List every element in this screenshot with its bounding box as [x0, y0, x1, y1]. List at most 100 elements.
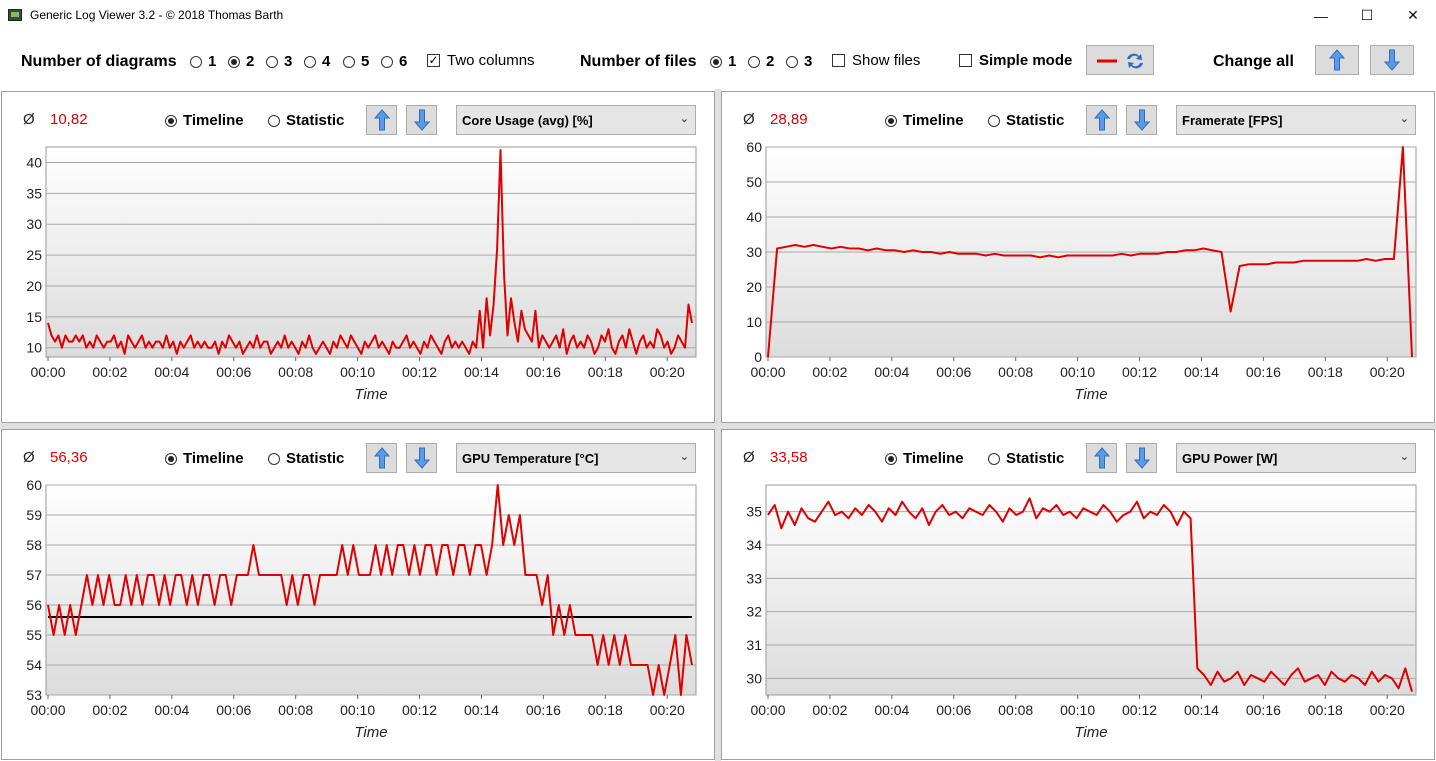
radio-dot — [165, 114, 177, 127]
x-tick-label: 00:00 — [30, 364, 65, 380]
move-up-button[interactable] — [366, 443, 397, 473]
diagram-panel: Ø 28,89 Timeline Statistic Framerate [FP… — [721, 91, 1435, 423]
minimize-button[interactable]: — — [1314, 7, 1328, 24]
x-tick-label: 00:20 — [1370, 364, 1405, 380]
x-tick-label: 00:16 — [1246, 702, 1281, 718]
window-title: Generic Log Viewer 3.2 - © 2018 Thomas B… — [30, 8, 284, 22]
average-symbol: Ø — [23, 449, 35, 466]
series-line — [47, 149, 693, 355]
y-tick-label: 32 — [746, 604, 762, 620]
files-radio-3[interactable]: 3 — [786, 53, 812, 70]
series-line — [47, 484, 693, 696]
line-color-button[interactable] — [1086, 45, 1154, 75]
metric-select[interactable]: GPU Power [W] ⌄ — [1176, 443, 1416, 473]
diagram-panel: Ø 33,58 Timeline Statistic GPU Power [W]… — [721, 429, 1435, 760]
plot-background — [765, 484, 1417, 696]
move-down-button[interactable] — [1126, 443, 1157, 473]
diagrams-radio-4[interactable]: 4 — [304, 53, 330, 70]
radio-dot — [304, 55, 316, 68]
x-tick-label: 00:04 — [874, 364, 909, 380]
timeline-radio[interactable]: Timeline — [165, 112, 244, 129]
x-axis-label: Time — [1074, 386, 1107, 403]
toolbar: Number of diagrams 1 2 3 4 5 6 ✓ Two colu… — [0, 31, 1436, 89]
y-tick-label: 30 — [746, 670, 762, 686]
y-tick-label: 20 — [746, 279, 762, 295]
change-all-label: Change all — [1213, 53, 1294, 70]
radio-dot — [748, 55, 760, 68]
x-tick-label: 00:18 — [588, 364, 623, 380]
statistic-radio[interactable]: Statistic — [268, 450, 344, 467]
radio-dot — [266, 55, 278, 68]
horizontal-splitter[interactable] — [0, 423, 1436, 429]
statistic-radio[interactable]: Statistic — [988, 112, 1064, 129]
x-tick-label: 00:14 — [464, 702, 499, 718]
simple-mode-checkbox[interactable]: Simple mode — [959, 52, 1072, 69]
radio-dot — [228, 55, 240, 68]
y-tick-label: 35 — [746, 504, 762, 520]
radio-dot — [381, 55, 393, 68]
x-tick-label: 00:06 — [216, 364, 251, 380]
x-tick-label: 00:08 — [998, 364, 1033, 380]
x-tick-label: 00:04 — [874, 702, 909, 718]
y-tick-label: 59 — [26, 507, 42, 523]
metric-select[interactable]: Framerate [FPS] ⌄ — [1176, 105, 1416, 135]
diagrams-radio-1[interactable]: 1 — [190, 53, 216, 70]
checkbox-box — [959, 54, 972, 67]
radio-dot — [786, 55, 798, 68]
files-radio-1[interactable]: 1 — [710, 53, 736, 70]
y-tick-label: 25 — [26, 247, 42, 263]
arrow-down-icon — [413, 447, 430, 469]
timeline-radio[interactable]: Timeline — [885, 450, 964, 467]
close-button[interactable]: ✕ — [1407, 7, 1419, 23]
change-all-up-button[interactable] — [1315, 45, 1359, 75]
diagrams-radio-3[interactable]: 3 — [266, 53, 292, 70]
chart-area: 30 31 32 33 34 35 00:00 00:02 00:04 00:06 00:08 00:… — [746, 484, 1417, 741]
metric-select-value: Core Usage (avg) [%] — [462, 113, 593, 128]
statistic-radio[interactable]: Statistic — [268, 112, 344, 129]
x-tick-label: 00:14 — [1184, 364, 1219, 380]
app-icon — [8, 9, 22, 21]
x-tick-label: 00:20 — [650, 702, 685, 718]
move-down-button[interactable] — [406, 105, 437, 135]
files-radio-2[interactable]: 2 — [748, 53, 774, 70]
maximize-button[interactable]: ☐ — [1360, 7, 1374, 23]
move-down-button[interactable] — [406, 443, 437, 473]
average-symbol: Ø — [743, 449, 755, 466]
x-tick-label: 00:10 — [1060, 702, 1095, 718]
files-label: Number of files — [580, 53, 697, 70]
diagrams-radio-2[interactable]: 2 — [228, 53, 254, 70]
metric-select-value: GPU Temperature [°C] — [462, 451, 599, 466]
move-up-button[interactable] — [1086, 443, 1117, 473]
x-tick-label: 00:16 — [526, 364, 561, 380]
two-columns-checkbox[interactable]: ✓ Two columns — [427, 52, 535, 69]
x-tick-label: 00:16 — [1246, 364, 1281, 380]
series-line — [767, 497, 1413, 692]
y-tick-label: 53 — [26, 687, 42, 703]
timeline-radio[interactable]: Timeline — [885, 112, 964, 129]
show-files-checkbox[interactable]: Show files — [832, 52, 920, 69]
radio-dot — [268, 114, 280, 127]
y-tick-label: 40 — [26, 154, 42, 170]
y-tick-label: 20 — [26, 278, 42, 294]
move-up-button[interactable] — [366, 105, 397, 135]
change-all-down-button[interactable] — [1370, 45, 1414, 75]
statistic-radio[interactable]: Statistic — [988, 450, 1064, 467]
y-tick-label: 58 — [26, 537, 42, 553]
metric-select[interactable]: Core Usage (avg) [%] ⌄ — [456, 105, 696, 135]
y-tick-label: 30 — [26, 216, 42, 232]
y-tick-label: 33 — [746, 570, 762, 586]
line-refresh-icon — [1097, 53, 1143, 69]
x-tick-label: 00:08 — [278, 364, 313, 380]
x-tick-label: 00:06 — [936, 364, 971, 380]
timeline-radio[interactable]: Timeline — [165, 450, 244, 467]
diagrams-radio-6[interactable]: 6 — [381, 53, 407, 70]
move-down-button[interactable] — [1126, 105, 1157, 135]
x-axis-label: Time — [1074, 724, 1107, 741]
metric-select[interactable]: GPU Temperature [°C] ⌄ — [456, 443, 696, 473]
chevron-down-icon: ⌄ — [1399, 113, 1409, 125]
x-tick-label: 00:14 — [1184, 702, 1219, 718]
y-tick-label: 60 — [26, 480, 42, 493]
chart-area: 0 10 20 30 40 50 60 00:00 00:02 00:04 00:06 00:08 00… — [746, 142, 1417, 403]
move-up-button[interactable] — [1086, 105, 1117, 135]
diagrams-radio-5[interactable]: 5 — [343, 53, 369, 70]
